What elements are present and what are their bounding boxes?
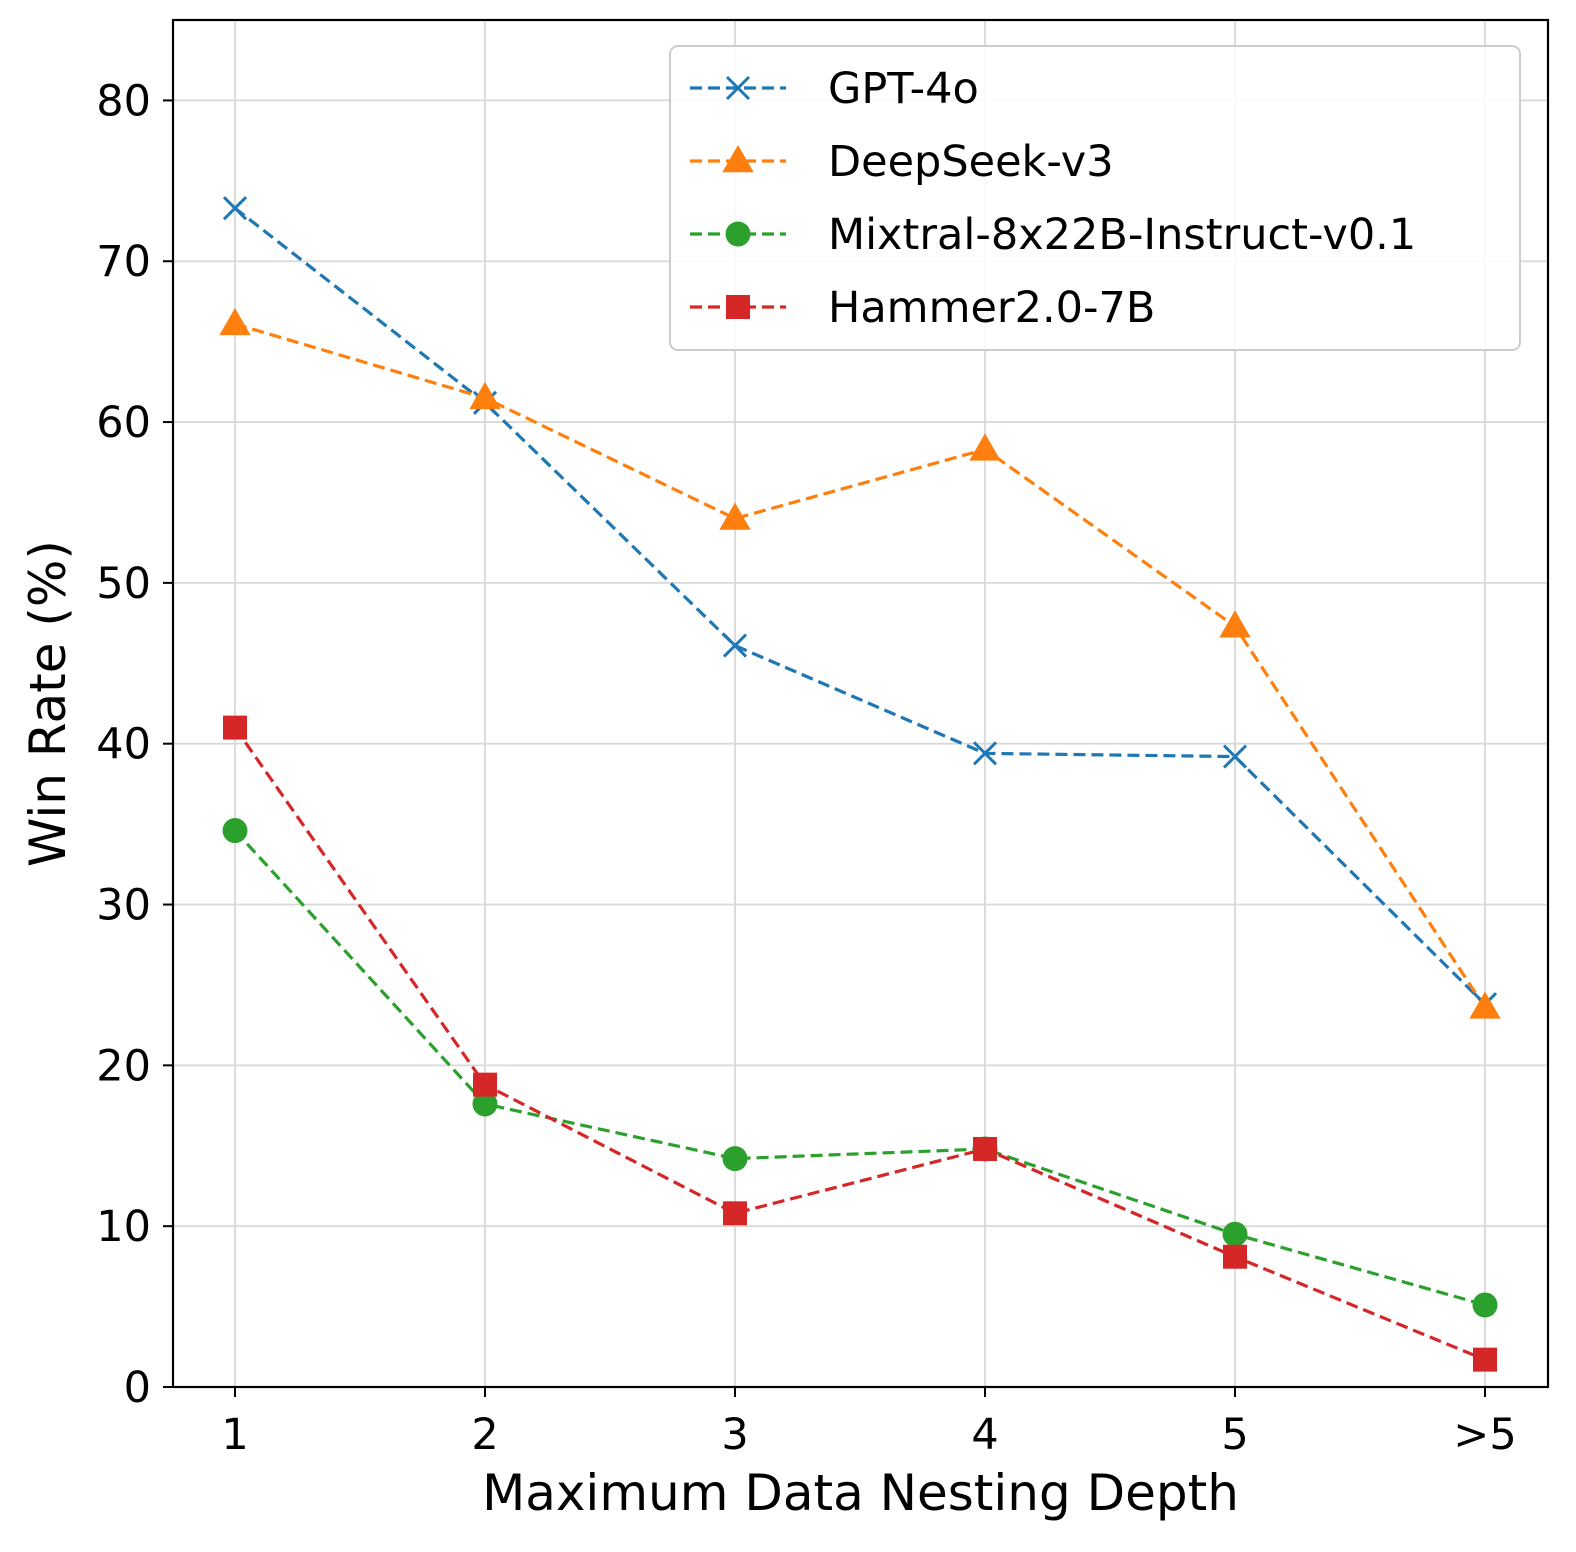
data-point-triangle-marker (969, 433, 1001, 461)
legend-label: Mixtral-8x22B-Instruct-v0.1 (828, 210, 1416, 260)
x-tick-label: 1 (221, 1410, 248, 1460)
data-point-square-marker (1223, 1244, 1247, 1269)
data-point-triangle-marker (719, 502, 751, 530)
data-point-square-marker (723, 1201, 747, 1226)
data-point-circle-marker (472, 1091, 498, 1117)
data-point-x-marker (1222, 744, 1248, 769)
x-axis-title: Maximum Data Nesting Depth (482, 1464, 1239, 1522)
series-line (233, 829, 1486, 1307)
legend-label: DeepSeek-v3 (828, 137, 1114, 187)
legend-x-marker (725, 75, 751, 101)
y-tick-label: 0 (124, 1363, 151, 1413)
y-tick-label: 40 (96, 720, 151, 770)
data-point-square-marker (223, 715, 247, 740)
series-line (233, 726, 1486, 1362)
y-tick-label: 70 (96, 237, 151, 287)
y-tick-label: 50 (96, 559, 151, 609)
axes: 1 2 3 4 5 >5 0 10 20 30 40 50 60 70 80 (96, 76, 1516, 1460)
data-point-x-marker (972, 741, 998, 766)
y-tick-label: 20 (96, 1041, 151, 1091)
legend-square-marker (726, 295, 750, 319)
y-tick-label: 30 (96, 881, 151, 931)
x-tick-label: 3 (721, 1410, 748, 1460)
data-point-triangle-marker (219, 307, 251, 336)
data-point-square-marker (473, 1072, 497, 1097)
series-line (234, 322, 1487, 1009)
y-tick-label: 60 (96, 398, 151, 448)
data-point-square-marker (973, 1136, 997, 1161)
legend-label: Hammer2.0-7B (828, 283, 1155, 333)
data-point-x-marker (222, 196, 248, 221)
legend-triangle-marker (722, 145, 754, 173)
data-point-x-marker (722, 633, 748, 658)
y-axis-title: Win Rate (%) (19, 540, 77, 867)
legend-circle-marker (725, 221, 751, 247)
data-point-circle-marker (722, 1146, 748, 1172)
legend-label: GPT-4o (828, 64, 979, 114)
x-tick-label: 2 (471, 1410, 498, 1460)
legend-box (669, 45, 1521, 351)
x-tick-label: >5 (1453, 1410, 1516, 1460)
plot-frame (171, 18, 1550, 1389)
data-point-triangle-marker (1469, 991, 1501, 1019)
data-point-circle-marker (222, 818, 248, 844)
series-lines (233, 206, 1487, 1362)
x-tick-label: 5 (1221, 1410, 1248, 1460)
y-tick-label: 10 (96, 1202, 151, 1252)
y-tick-label: 80 (96, 76, 151, 126)
data-point-circle-marker (1222, 1221, 1248, 1247)
series-markers (219, 196, 1501, 1372)
data-point-triangle-marker (1219, 610, 1251, 638)
legend: GPT-4o DeepSeek-v3 Mixtral-8x22B-Instruct-… (669, 45, 1521, 351)
data-point-circle-marker (1472, 1292, 1498, 1318)
series-line (234, 206, 1487, 1006)
x-tick-label: 4 (971, 1410, 998, 1460)
data-point-square-marker (1473, 1347, 1497, 1372)
data-point-triangle-marker (469, 381, 501, 410)
